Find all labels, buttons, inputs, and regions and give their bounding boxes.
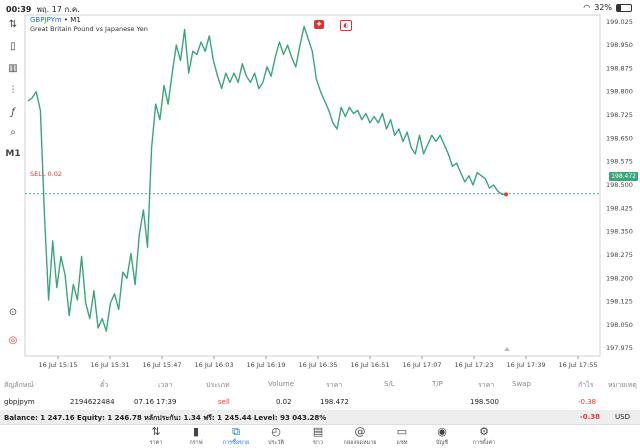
position-time: 07.16 17:39 (134, 398, 177, 406)
tab-bar: ⇅ ราคา ▮ กราฟ ⧉ การซื้อขาย ◴ ประวัติ ▤ ข่าว @… (0, 424, 640, 448)
positions-header: สัญลักษณ์ ตั๋ว เวลา ประเภท Volume ราคา S… (0, 378, 640, 389)
y-tick-label: 197.975 (606, 344, 633, 352)
y-tick-label: 198.575 (606, 158, 633, 166)
y-tick-label: 198.050 (606, 321, 633, 329)
history-icon: ◴ (271, 425, 281, 438)
y-tick-label: 198.800 (606, 88, 633, 96)
x-tick-label: 16 Jul 16:03 (195, 361, 234, 369)
search-icon[interactable]: ⊙ (8, 306, 18, 318)
settings-icon: ⚙ (479, 425, 489, 438)
tab-news[interactable]: ▤ ข่าว (298, 425, 338, 447)
col-symbol: สัญลักษณ์ (4, 381, 34, 389)
col-time: เวลา (158, 381, 173, 389)
tab-history[interactable]: ◴ ประวัติ (256, 425, 296, 447)
x-tick-label: 16 Jul 17:07 (403, 361, 442, 369)
indicators-icon[interactable]: ⫶ (11, 84, 15, 96)
battery-icon (616, 3, 632, 12)
col-tp: T/P (432, 380, 443, 388)
symbol-title: GBPJPYm • M1 (30, 16, 81, 24)
balance-pnl: -0.38 (579, 413, 600, 421)
col-type: ประเภท (206, 381, 230, 389)
position-open-price: 198.472 (320, 398, 349, 406)
col-ticket: ตั๋ว (100, 381, 109, 389)
tab-chat[interactable]: ▭ แชท (382, 425, 422, 447)
x-tick-label: 16 Jul 16:51 (351, 361, 390, 369)
x-tick-label: 16 Jul 17:23 (455, 361, 494, 369)
position-symbol: gbpjpym (4, 398, 35, 406)
trade-panel-icon[interactable]: ◎ (8, 334, 18, 346)
last-price-marker (504, 192, 508, 197)
position-row[interactable]: gbpjpym 2194622484 07.16 17:39 sell 0.02… (0, 396, 640, 408)
symbol-description: Great Britain Pound vs Japanese Yen (30, 25, 148, 33)
quotes-icon: ⇅ (151, 425, 161, 438)
mailbox-icon: @ (354, 425, 366, 438)
x-tick-label: 16 Jul 17:55 (559, 361, 598, 369)
y-tick-label: 198.425 (606, 204, 633, 212)
candle-icon[interactable]: ▯ (10, 40, 16, 52)
battery-percent: 32% (594, 3, 612, 12)
position-type: sell (218, 398, 230, 406)
tab-mailbox[interactable]: @ กล่องจดหมาย (340, 425, 380, 447)
tab-quotes[interactable]: ⇅ ราคา (136, 425, 176, 447)
position-profit: -0.38 (578, 398, 597, 406)
timeframe-button[interactable]: M1 (5, 149, 21, 159)
y-tick-label: 199.025 (606, 18, 633, 26)
y-tick-label: 198.725 (606, 111, 633, 119)
wifi-icon: ◠ (583, 3, 591, 12)
x-tick-label: 16 Jul 16:19 (247, 361, 286, 369)
sell-order-label[interactable]: SELL 0.02 (30, 170, 63, 178)
balance-bar: Balance: 1 247.16 Equity: 1 246.78 หลักป… (0, 410, 640, 424)
one-click-icon[interactable]: ✚ (314, 20, 324, 29)
current-price-tag: 198.472 (609, 172, 638, 181)
status-right: ◠ 32% (583, 3, 632, 12)
tab-trade[interactable]: ⧉ การซื้อขาย (216, 425, 256, 447)
chat-icon: ▭ (396, 425, 408, 438)
trade-icon: ⧉ (232, 425, 240, 438)
x-tick-label: 16 Jul 15:47 (143, 361, 182, 369)
y-tick-label: 198.275 (606, 251, 633, 259)
position-volume: 0.02 (276, 398, 292, 406)
y-tick-label: 198.350 (606, 228, 633, 236)
position-ticket: 2194622484 (70, 398, 115, 406)
status-bar: 00:39 พฤ. 17 ก.ค. ◠ 32% (0, 0, 640, 16)
x-tick-label: 16 Jul 15:31 (91, 361, 130, 369)
col-sl: S/L (384, 380, 395, 388)
x-tick-label: 16 Jul 17:39 (507, 361, 546, 369)
col-comment: หมายเหตุ (608, 381, 637, 389)
col-current-price: ราคา (478, 381, 495, 389)
chart-toolbar: ⇅ ▯ ▥ ⫶ ƒ ⌕ M1 ⊙ ◎ (0, 14, 24, 374)
price-line (27, 25, 506, 332)
y-tick-label: 198.875 (606, 64, 633, 72)
objects-icon[interactable]: ⌕ (10, 126, 16, 138)
y-tick-label: 198.125 (606, 298, 633, 306)
news-icon: ▤ (312, 425, 324, 438)
col-price: ราคา (326, 381, 343, 389)
y-tick-label: 198.650 (606, 134, 633, 142)
col-profit: กำไร (578, 381, 594, 389)
status-time: 00:39 พฤ. 17 ก.ค. (6, 5, 80, 14)
tab-settings[interactable]: ⚙ การตั้งค่า (464, 425, 504, 447)
plot-frame (24, 14, 601, 357)
balance-currency: USD (615, 413, 630, 421)
signal-icon[interactable]: ◐ (340, 20, 352, 31)
time-cursor-marker (504, 347, 510, 351)
x-tick-label: 16 Jul 16:35 (299, 361, 338, 369)
account-icon: ◉ (437, 425, 447, 438)
col-volume: Volume (268, 380, 295, 388)
function-icon[interactable]: ƒ (11, 106, 15, 118)
col-swap: Swap (512, 380, 531, 388)
balance-summary: Balance: 1 247.16 Equity: 1 246.78 หลักป… (4, 414, 327, 422)
price-chart[interactable]: 199.025 198.950 198.875 198.800 198.725 198.6… (24, 14, 640, 374)
trade-icon[interactable]: ⇅ (8, 18, 18, 30)
position-current-price: 198.500 (470, 398, 499, 406)
chart-canvas[interactable]: 199.025 198.950 198.875 198.800 198.725 198.6… (24, 14, 640, 374)
y-tick-label: 198.200 (606, 274, 633, 282)
y-tick-label: 198.950 (606, 41, 633, 49)
y-tick-label: 198.500 (606, 181, 633, 189)
chart-icon: ▮ (192, 425, 200, 438)
x-tick-label: 16 Jul 15:15 (39, 361, 78, 369)
tab-account[interactable]: ◉ บัญชี (422, 425, 462, 447)
tab-chart[interactable]: ▮ กราฟ (176, 425, 216, 447)
bar-chart-icon[interactable]: ▥ (8, 62, 18, 74)
